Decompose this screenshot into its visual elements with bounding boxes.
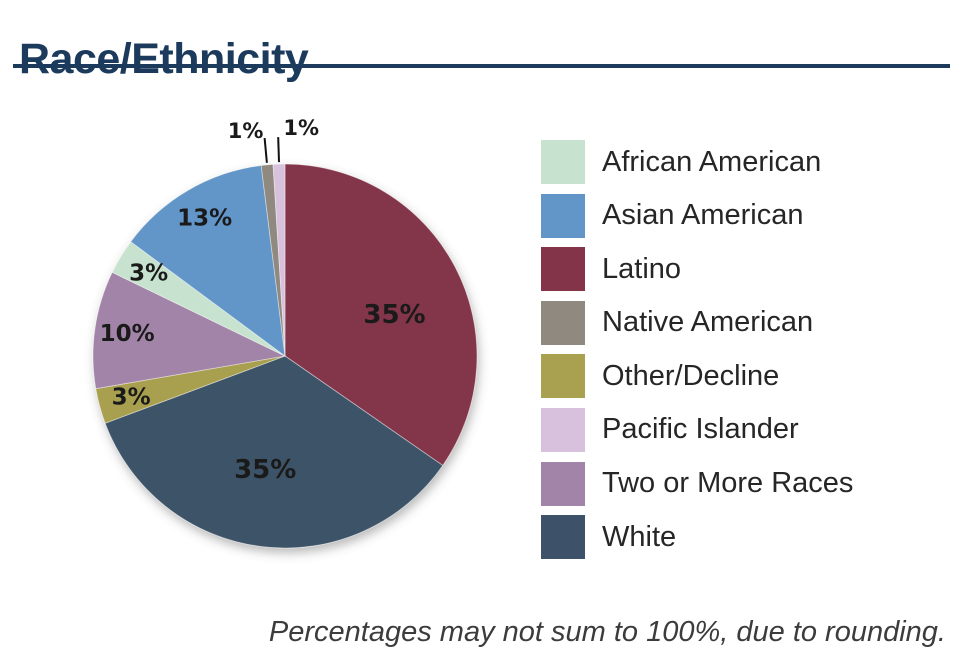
pie-slice-white [104, 355, 444, 549]
legend-item-native-american: Native American [541, 300, 853, 345]
pie-slice-two-or-more-races [92, 271, 287, 390]
pie-label-other-decline: 3% [112, 385, 151, 411]
pie-slice-asian-american [130, 165, 286, 357]
legend-item-two-or-more-races: Two or More Races [541, 461, 854, 506]
pie-slice-latino [284, 163, 478, 467]
legend-swatch-other-decline [541, 354, 585, 399]
legend-item-african-american: African American [541, 140, 853, 184]
legend-label-latino: Latino [602, 252, 682, 285]
legend-item-white: White [541, 515, 853, 560]
pie-label-latino: 35% [363, 300, 425, 330]
title-underline [13, 64, 950, 68]
legend-item-pacific-islander: Pacific Islander [541, 407, 853, 452]
pie-label-two-or-more-races: 10% [100, 321, 155, 347]
pie-annotations-group: 35% 35% 3% 10% 3% 13% 1% 1% [100, 116, 426, 485]
legend-swatch-native-american [541, 300, 585, 345]
legend-label-pacific-islander: Pacific Islander [602, 413, 799, 446]
legend-item-asian-american: Asian American [541, 193, 853, 238]
legend-label-african-american: African American [602, 145, 822, 178]
pie-label-pacific-islander: 1% [283, 116, 319, 140]
legend-label-two-or-more-races: Two or More Races [602, 467, 854, 500]
footnote: Percentages may not sum to 100%, due to … [268, 616, 946, 648]
pie-slices-group [92, 163, 478, 549]
leader-line-pacific-islander [277, 137, 280, 163]
pie-label-native-american: 1% [228, 119, 264, 143]
legend-swatch-african-american [541, 140, 585, 184]
legend-item-latino: Latino [541, 247, 853, 292]
legend-swatch-latino [541, 247, 585, 292]
pie-label-white: 35% [234, 455, 296, 485]
pie-label-african-american: 3% [129, 261, 168, 287]
legend-label-asian-american: Asian American [602, 199, 804, 232]
legend: African American Asian American Latino Nati… [541, 140, 853, 569]
legend-item-other-decline: Other/Decline [541, 354, 853, 399]
legend-label-white: White [602, 520, 677, 553]
page-title: Race/Ethnicity [19, 34, 309, 83]
pie-slice-pacific-islander [272, 163, 286, 357]
pie-label-asian-american: 13% [177, 205, 232, 231]
leader-line-native-american [263, 137, 268, 163]
legend-swatch-white [541, 515, 585, 560]
legend-swatch-two-or-more-races [541, 461, 585, 506]
legend-swatch-pacific-islander [541, 407, 585, 452]
legend-swatch-asian-american [541, 193, 585, 238]
legend-label-other-decline: Other/Decline [602, 359, 780, 392]
legend-label-native-american: Native American [602, 306, 814, 339]
